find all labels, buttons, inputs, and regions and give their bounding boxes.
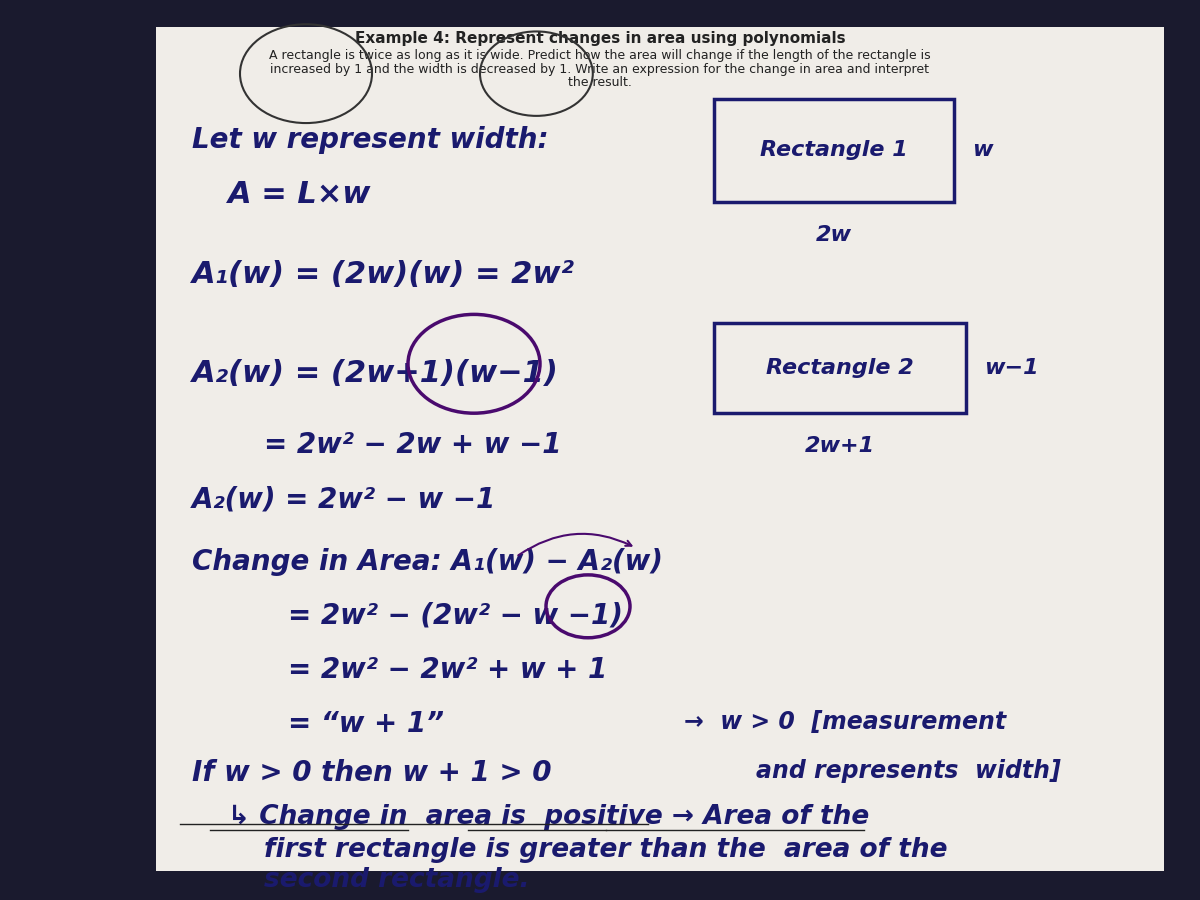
Text: = 2w² − 2w² + w + 1: = 2w² − 2w² + w + 1 xyxy=(288,656,607,684)
Text: w: w xyxy=(972,140,992,160)
Text: Change in Area: A₁(w) − A₂(w): Change in Area: A₁(w) − A₂(w) xyxy=(192,548,662,576)
Text: A₂(w) = 2w² − w −1: A₂(w) = 2w² − w −1 xyxy=(192,485,497,513)
Text: = 2w² − 2w + w −1: = 2w² − 2w + w −1 xyxy=(264,431,562,459)
Text: 2w+1: 2w+1 xyxy=(805,436,875,455)
Text: →  w > 0  [measurement: → w > 0 [measurement xyxy=(684,709,1006,734)
Text: Let w represent width:: Let w represent width: xyxy=(192,126,548,154)
Text: w−1: w−1 xyxy=(984,358,1039,378)
Text: increased by 1 and the width is decreased by 1. Write an expression for the chan: increased by 1 and the width is decrease… xyxy=(270,63,930,76)
Text: A₁(w) = (2w)(w) = 2w²: A₁(w) = (2w)(w) = 2w² xyxy=(192,260,575,290)
Text: A = L×w: A = L×w xyxy=(228,180,371,209)
Text: A rectangle is twice as long as it is wide. Predict how the area will change if : A rectangle is twice as long as it is wi… xyxy=(269,50,931,62)
Text: and represents  width]: and represents width] xyxy=(756,759,1061,783)
Text: ↳ Change in  area is  positive → Area of the: ↳ Change in area is positive → Area of t… xyxy=(228,804,869,830)
FancyBboxPatch shape xyxy=(156,27,1164,871)
Text: Example 4: Represent changes in area using polynomials: Example 4: Represent changes in area usi… xyxy=(355,32,845,47)
Text: Rectangle 1: Rectangle 1 xyxy=(760,140,908,160)
Text: If w > 0 then w + 1 > 0: If w > 0 then w + 1 > 0 xyxy=(192,759,552,787)
Text: second rectangle.: second rectangle. xyxy=(264,867,529,893)
Text: = 2w² − (2w² − w −1): = 2w² − (2w² − w −1) xyxy=(288,602,623,630)
Text: first rectangle is greater than the  area of the: first rectangle is greater than the area… xyxy=(264,837,948,863)
Text: A₂(w) = (2w+1)(w−1): A₂(w) = (2w+1)(w−1) xyxy=(192,359,559,388)
Text: Rectangle 2: Rectangle 2 xyxy=(766,358,914,378)
Text: = “w + 1”: = “w + 1” xyxy=(288,709,444,738)
Text: 2w: 2w xyxy=(816,225,852,245)
Text: the result.: the result. xyxy=(568,76,632,89)
